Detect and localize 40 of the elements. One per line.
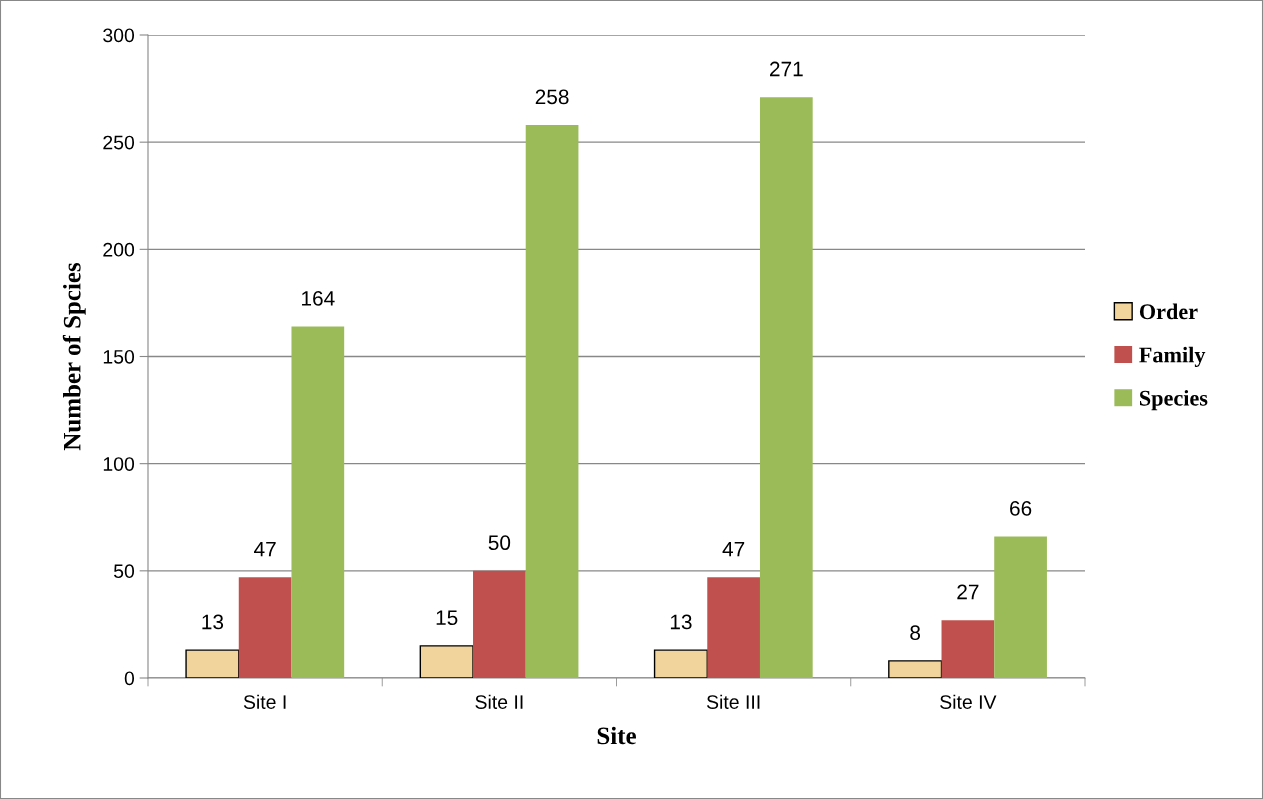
bar <box>707 577 760 678</box>
data-label: 27 <box>957 584 979 600</box>
data-label: 50 <box>488 535 511 551</box>
x-tick-label: Site I <box>243 694 286 709</box>
y-tick-label: 300 <box>103 28 135 43</box>
y-tick-label: 100 <box>103 457 135 471</box>
data-label: 47 <box>254 541 276 557</box>
data-label: 47 <box>722 541 745 557</box>
legend-label: Order <box>1139 303 1198 320</box>
bar <box>525 125 579 678</box>
data-label: 271 <box>770 61 803 77</box>
legend-label: Species <box>1140 390 1208 411</box>
bar <box>888 660 943 678</box>
y-axis-title: Number of Spcies <box>62 262 86 451</box>
x-axis-title: Site <box>597 726 636 745</box>
bar <box>941 620 995 678</box>
data-label: 8 <box>910 625 921 641</box>
bar <box>238 577 292 678</box>
x-tick-label: Site II <box>475 694 523 709</box>
data-label: 66 <box>1010 501 1032 516</box>
legend-label: Family <box>1139 346 1206 368</box>
data-label: 13 <box>670 614 692 630</box>
bar <box>473 570 526 678</box>
y-tick-label: 250 <box>103 135 135 150</box>
bar <box>291 326 345 678</box>
y-tick-label: 200 <box>103 242 135 257</box>
x-tick-label: Site IV <box>940 694 997 709</box>
x-tick-label: Site III <box>706 694 760 709</box>
y-tick-label: 0 <box>124 671 135 686</box>
bar <box>759 97 813 678</box>
data-label: 164 <box>302 290 335 306</box>
data-label: 13 <box>202 614 224 630</box>
y-tick-label: 150 <box>103 349 135 364</box>
y-tick-label: 50 <box>113 564 135 579</box>
bar <box>994 536 1047 678</box>
bar <box>419 645 474 678</box>
bar <box>185 649 240 678</box>
data-label: 258 <box>535 89 569 105</box>
data-label: 15 <box>436 610 458 626</box>
bar <box>653 649 708 678</box>
